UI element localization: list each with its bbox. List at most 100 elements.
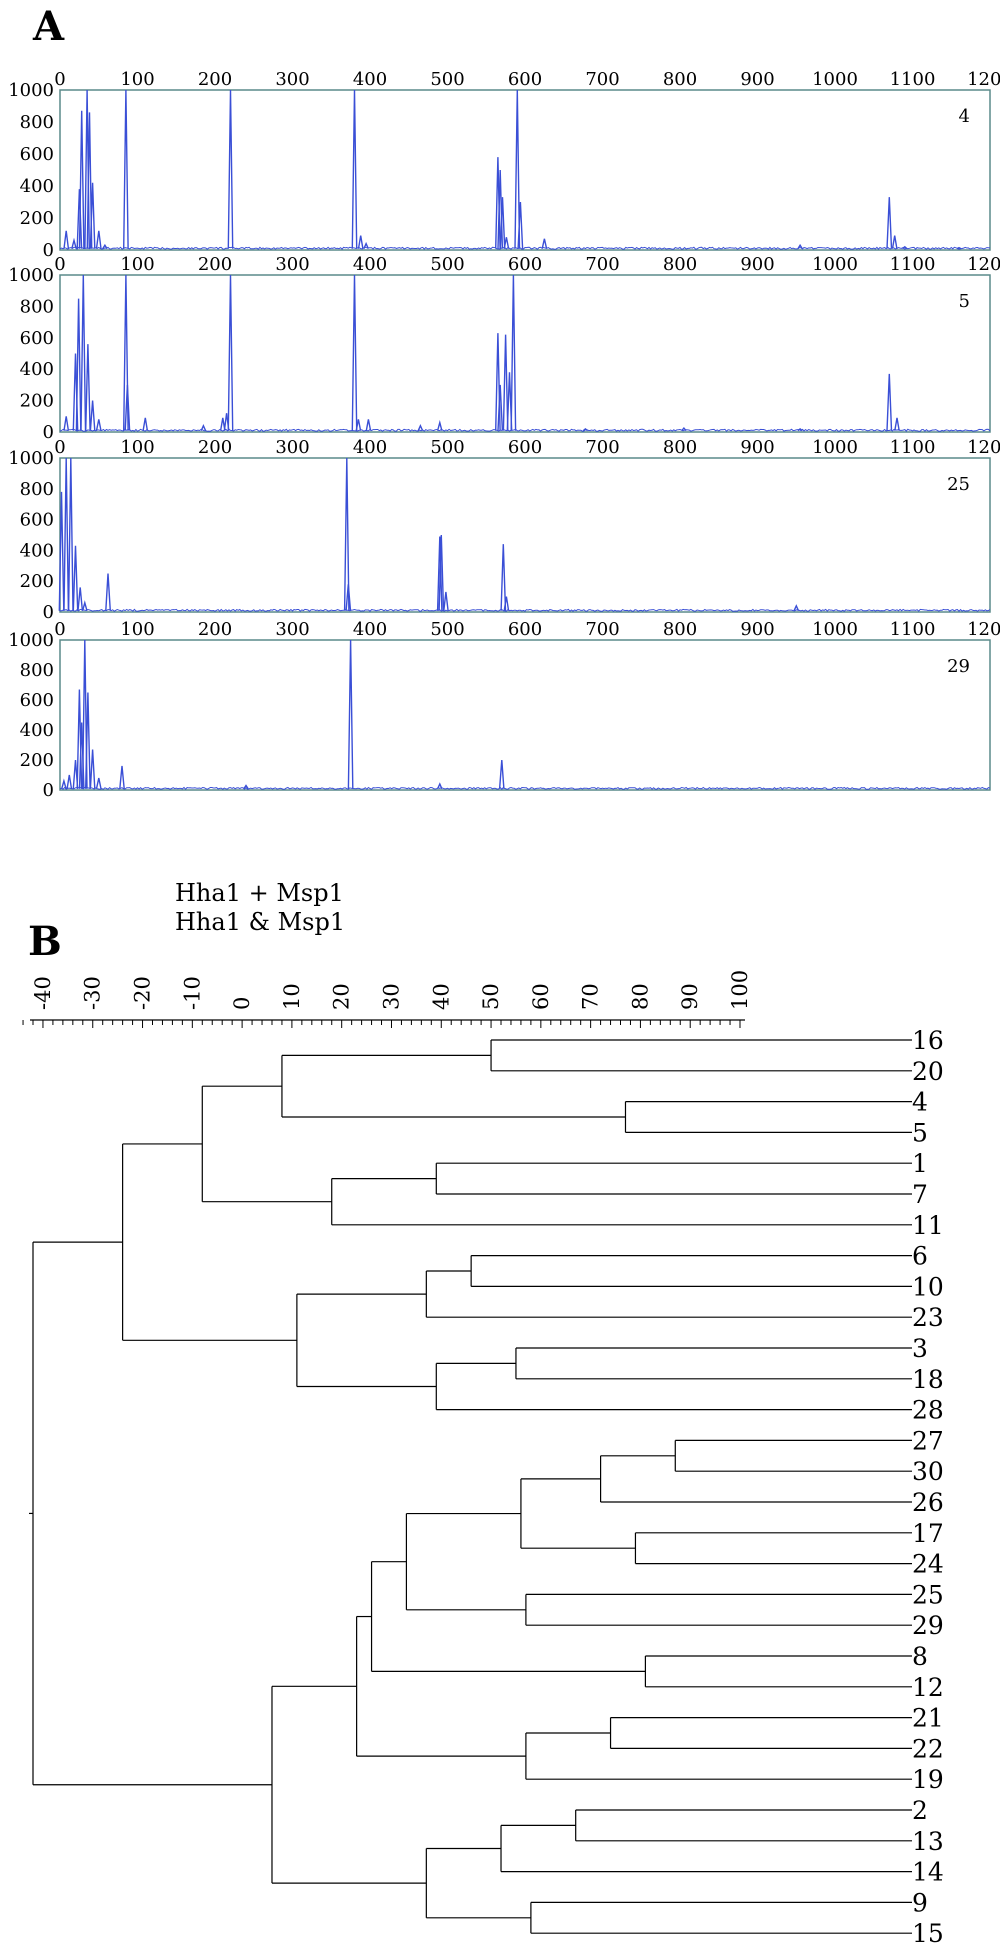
leaf-label: 16 <box>912 1026 944 1055</box>
x-tick-label: 1100 <box>890 437 936 458</box>
peak <box>63 230 70 249</box>
axis-tick-label: 40 <box>429 983 453 1010</box>
x-tick-label: 400 <box>353 437 387 458</box>
plot-frame <box>59 89 991 251</box>
x-tick-label: 800 <box>663 254 697 275</box>
x-tick-label: 600 <box>508 69 542 90</box>
peak <box>343 457 350 611</box>
x-tick-label: 500 <box>430 69 464 90</box>
leaf-label: 27 <box>912 1426 944 1455</box>
y-tick-label: 1000 <box>8 265 54 286</box>
axis-tick-label: -40 <box>31 976 55 1010</box>
y-tick-label: 0 <box>43 422 54 443</box>
trace-baseline <box>59 428 991 432</box>
peak <box>347 639 354 789</box>
peak <box>351 274 358 431</box>
axis-tick-label: 10 <box>280 983 304 1010</box>
leaf-label: 13 <box>912 1827 944 1856</box>
plot-frame <box>59 457 991 613</box>
peak <box>123 89 129 249</box>
peak <box>66 774 73 789</box>
leaf-label: 22 <box>912 1734 944 1763</box>
leaf-label: 26 <box>912 1488 944 1517</box>
peak <box>200 423 207 431</box>
peak <box>63 416 70 431</box>
leaf-label: 23 <box>912 1303 944 1332</box>
sample-label: 25 <box>947 474 970 495</box>
peak <box>495 333 501 431</box>
peak <box>503 596 510 611</box>
peak <box>582 427 589 432</box>
x-tick-label: 400 <box>353 69 387 90</box>
peak <box>891 235 898 249</box>
axis-tick-label: 100 <box>728 970 752 1010</box>
x-tick-label: 100 <box>120 437 154 458</box>
peak <box>886 197 893 249</box>
x-tick-label: 300 <box>275 437 309 458</box>
x-tick-label: 900 <box>740 69 774 90</box>
plot-frame <box>59 639 991 791</box>
peak <box>797 427 803 432</box>
x-tick-label: 0 <box>54 254 65 275</box>
peak <box>355 419 362 431</box>
leaf-label: 4 <box>912 1088 928 1117</box>
x-tick-label: 100 <box>120 69 154 90</box>
x-tick-label: 400 <box>353 254 387 275</box>
peak <box>89 400 96 431</box>
peak <box>86 112 93 249</box>
leaf-label: 6 <box>912 1242 928 1271</box>
leaf-label: 15 <box>912 1919 944 1948</box>
peak <box>89 749 96 789</box>
x-tick-label: 300 <box>275 69 309 90</box>
peak <box>517 201 524 249</box>
x-tick-label: 700 <box>585 254 619 275</box>
leaf-label: 21 <box>912 1704 944 1733</box>
peak <box>142 417 149 431</box>
sample-label: 4 <box>959 106 970 127</box>
x-tick-label: 700 <box>585 69 619 90</box>
trace-baseline <box>60 608 991 612</box>
peak <box>219 417 226 431</box>
x-tick-label: 1000 <box>812 254 858 275</box>
leaf-label: 3 <box>912 1334 928 1363</box>
x-tick-label: 1000 <box>812 69 858 90</box>
peak <box>102 243 108 250</box>
leaf-label: 14 <box>912 1858 944 1887</box>
axis-tick-label: -30 <box>81 976 105 1010</box>
plot-frame <box>59 274 991 433</box>
peak <box>77 587 84 611</box>
peak <box>365 419 372 431</box>
x-tick-label: 900 <box>740 437 774 458</box>
leaf-label: 7 <box>912 1180 928 1209</box>
x-tick-label: 600 <box>508 254 542 275</box>
peak <box>436 419 443 431</box>
peak <box>58 491 65 611</box>
peak <box>797 243 803 250</box>
leaf-label: 11 <box>912 1211 944 1240</box>
peak <box>85 344 91 431</box>
x-tick-label: 300 <box>275 619 309 640</box>
leaf-label: 12 <box>912 1673 944 1702</box>
y-tick-label: 800 <box>20 296 54 317</box>
leaf-label: 18 <box>912 1365 944 1394</box>
axis-tick-label: 0 <box>230 997 254 1010</box>
peak <box>499 197 506 249</box>
axis-tick-label: 80 <box>628 983 652 1010</box>
leaf-label: 30 <box>912 1457 944 1486</box>
x-tick-label: 0 <box>54 619 65 640</box>
x-tick-label: 200 <box>198 254 232 275</box>
y-tick-label: 0 <box>43 602 54 623</box>
peak <box>500 544 507 611</box>
peak <box>81 600 88 611</box>
trace-baseline <box>59 786 991 790</box>
peak <box>502 334 509 431</box>
panel-a-label: A <box>32 3 65 50</box>
axis-tick-label: -10 <box>180 976 204 1010</box>
peak <box>75 298 82 431</box>
peak <box>67 457 74 611</box>
leaf-label: 1 <box>912 1149 928 1178</box>
